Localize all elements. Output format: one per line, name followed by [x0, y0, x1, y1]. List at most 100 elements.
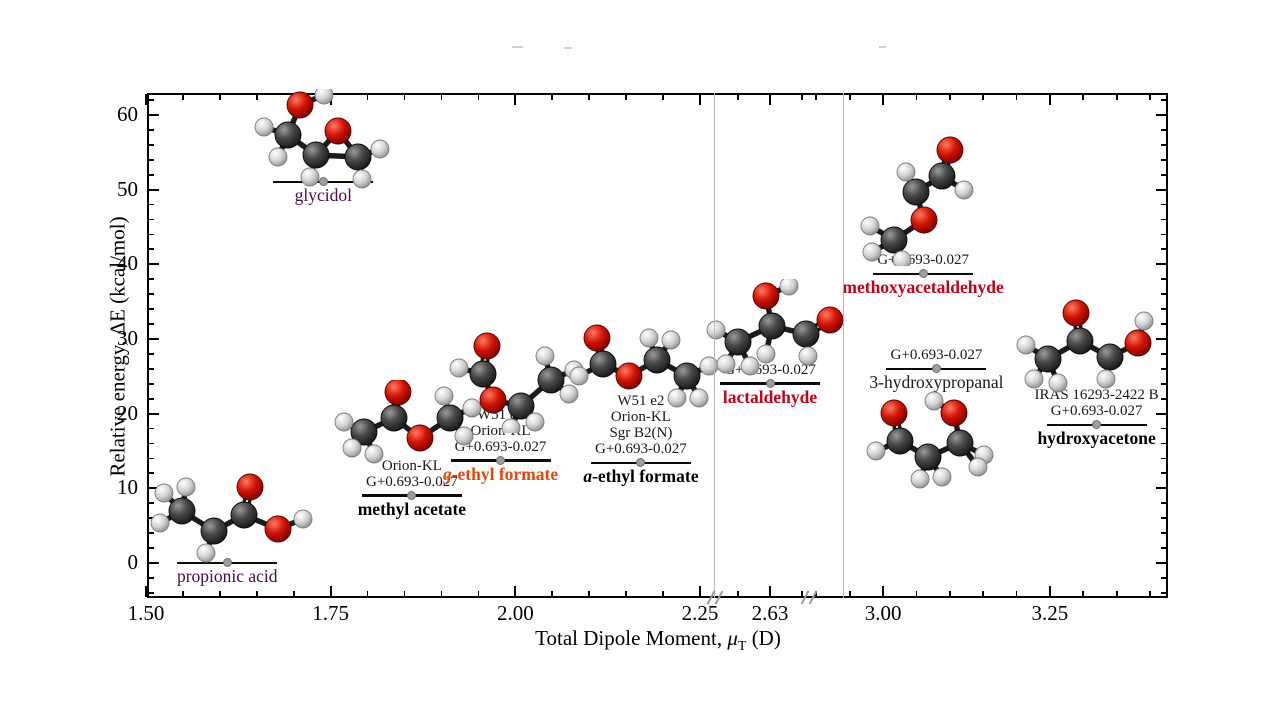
- carbon-atom: [469, 360, 497, 388]
- x-axis-tick: [182, 94, 184, 100]
- y-axis-tick: [1161, 173, 1167, 176]
- molecule-name-label: a-ethyl formate: [583, 465, 699, 486]
- x-axis-tick: [1015, 94, 1018, 100]
- hydrogen-atom: [352, 169, 372, 189]
- carbon-atom: [643, 346, 671, 374]
- hydrogen-atom: [559, 384, 579, 404]
- y-axis-tick: [148, 367, 154, 370]
- source-line: G+0.693-0.027: [454, 438, 547, 455]
- data-point-marker: [931, 364, 941, 374]
- x-axis-tick: [182, 591, 184, 597]
- x-tick-label: 3.25: [1031, 601, 1069, 625]
- hydrogen-atom: [334, 412, 354, 432]
- x-axis-tick: [948, 591, 951, 597]
- faint-artifact: [879, 46, 886, 48]
- data-point-marker: [918, 269, 928, 279]
- y-axis-tick: [148, 218, 154, 221]
- oxygen-atom: [936, 136, 964, 164]
- hydrogen-atom: [569, 366, 589, 386]
- faint-artifact: [512, 46, 523, 48]
- carbon-atom: [344, 143, 372, 171]
- axis-break-guide-line: [843, 93, 845, 598]
- y-axis-tick: [1161, 397, 1167, 400]
- hydrogen-atom: [449, 358, 469, 378]
- y-axis-tick: [148, 472, 154, 475]
- x-axis-tick: [514, 94, 517, 105]
- methyl-acetate-molecule-image: [334, 380, 482, 464]
- x-axis-tick: [366, 94, 369, 100]
- y-tick-label: 30: [117, 325, 138, 350]
- carbon-atom: [380, 404, 408, 432]
- x-axis-tick: [1082, 94, 1085, 100]
- x-axis-tick: [145, 94, 147, 105]
- x-axis-tick: [440, 591, 443, 597]
- x-axis-tick: [292, 591, 295, 597]
- y-axis-tick: [148, 412, 159, 415]
- x-axis-tick: [882, 586, 884, 597]
- hydrogen-atom: [314, 89, 334, 105]
- y-axis-tick: [1156, 562, 1167, 564]
- y-axis-tick: [148, 338, 159, 340]
- y-axis-tick: [148, 99, 154, 101]
- molecule-name-label: propionic acid: [176, 566, 278, 586]
- hydrogen-atom: [1016, 335, 1036, 355]
- axis-break-guide-line: [714, 93, 716, 598]
- x-axis-tick: [848, 94, 851, 100]
- x-tick-label: 3.00: [864, 601, 902, 625]
- carbon-atom: [168, 497, 196, 525]
- y-axis-tick: [1161, 278, 1167, 281]
- y-axis-tick: [148, 382, 154, 385]
- x-axis-tick: [915, 94, 918, 100]
- oxygen-atom: [816, 306, 844, 334]
- data-point-marker: [636, 458, 646, 468]
- y-axis-tick: [148, 263, 159, 266]
- hydrogen-atom: [268, 147, 288, 167]
- y-axis-tick: [1161, 143, 1167, 146]
- hydrogen-atom: [535, 346, 555, 366]
- carbon-atom: [1034, 345, 1062, 373]
- molecule-name-label: glycidol: [294, 185, 352, 206]
- hydrogen-atom: [706, 320, 726, 340]
- x-axis-tick: [588, 94, 591, 100]
- y-axis-tick: [1156, 263, 1167, 266]
- oxygen-atom: [880, 399, 908, 427]
- hydrogen-atom: [866, 441, 886, 461]
- molecule-name-label: methyl acetate: [357, 498, 467, 519]
- hydrogen-atom: [454, 426, 474, 446]
- propionic-acid-molecule-image: [150, 473, 313, 563]
- y-axis-tick: [1161, 248, 1167, 251]
- x-axis-tick: [801, 94, 803, 100]
- source-line: G+0.693-0.027: [366, 473, 458, 490]
- x-axis-tick: [1015, 591, 1018, 597]
- y-axis-tick: [148, 248, 154, 251]
- data-point-marker: [318, 177, 328, 187]
- carbon-atom: [673, 362, 701, 390]
- y-axis-tick: [148, 487, 159, 490]
- y-axis-tick: [1161, 353, 1167, 355]
- oxygen-atom: [236, 473, 264, 501]
- x-axis-tick: [403, 591, 406, 597]
- x-axis-tick: [218, 94, 221, 100]
- y-axis-tick: [148, 173, 154, 176]
- y-axis-tick: [1161, 367, 1167, 370]
- y-tick-label: 60: [117, 101, 138, 126]
- y-axis-tick: [1161, 129, 1167, 131]
- source-line: G+0.693-0.027: [595, 440, 687, 457]
- y-axis-tick: [1161, 591, 1167, 594]
- y-axis-tick: [148, 547, 154, 549]
- oxygen-atom: [615, 362, 643, 390]
- hydrogen-atom: [860, 216, 880, 236]
- y-axis-tick: [148, 308, 154, 311]
- data-point-marker: [1092, 420, 1102, 430]
- y-axis-tick: [148, 427, 154, 430]
- hydrogen-atom: [364, 444, 384, 464]
- oxygen-atom: [1062, 299, 1090, 327]
- hydrogen-atom: [501, 418, 521, 433]
- hydrogen-atom: [1024, 369, 1044, 389]
- y-axis-tick: [148, 502, 154, 505]
- carbon-atom: [507, 392, 535, 420]
- y-tick-label: 20: [117, 400, 138, 425]
- hydrogen-atom: [300, 167, 320, 187]
- x-axis-tick: [737, 591, 739, 597]
- y-axis-tick: [148, 517, 154, 520]
